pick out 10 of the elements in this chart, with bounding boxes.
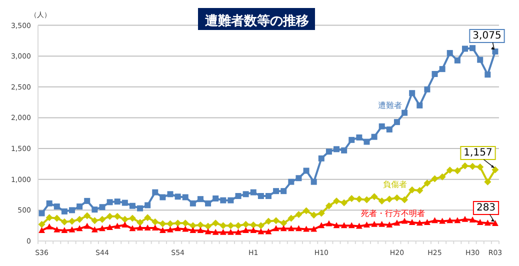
series-label: 負傷者 <box>383 180 407 189</box>
chart-title: 遭難者数等の推移 <box>204 14 309 29</box>
series-label: 死者・行方不明者 <box>361 209 425 218</box>
callout: 3,075 <box>469 29 505 50</box>
data-label: 1,157 <box>464 148 492 158</box>
callout: 283 <box>472 201 500 222</box>
series-label: 遭難者 <box>378 101 402 110</box>
callout: 1,157 <box>460 146 496 168</box>
data-label: 283 <box>476 202 496 214</box>
data-label: 3,075 <box>472 30 502 42</box>
